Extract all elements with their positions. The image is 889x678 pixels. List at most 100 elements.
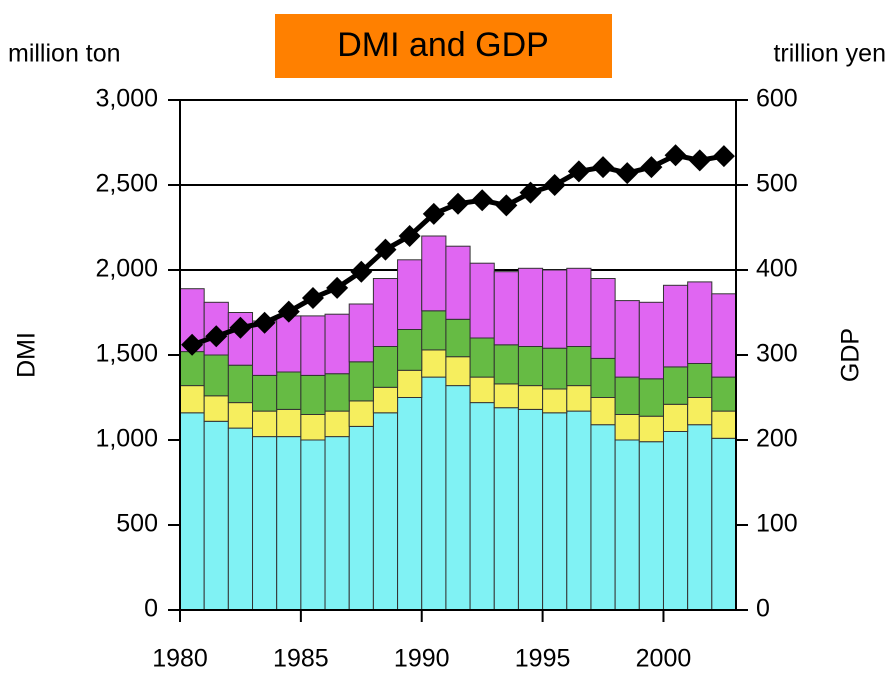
- y-tick-label: 3,000: [95, 85, 158, 113]
- bar-segment: [324, 410, 350, 438]
- y2-axis-label: GDP: [837, 328, 865, 382]
- gdp-marker: [664, 144, 687, 167]
- bar-segment: [711, 410, 737, 439]
- bar-segment: [300, 374, 326, 415]
- bar-segment: [300, 414, 326, 441]
- bar-segment: [324, 313, 350, 375]
- y2-tick-label: 400: [756, 255, 798, 283]
- bar-segment: [421, 310, 447, 351]
- bar-segment: [517, 385, 544, 410]
- bar-segment: [493, 407, 519, 611]
- bar-segment: [252, 436, 278, 611]
- bar-segment: [421, 349, 447, 378]
- bar-segment: [469, 376, 495, 404]
- bar-segment: [566, 267, 592, 347]
- bar-segment: [566, 410, 592, 611]
- bar-segment: [324, 436, 350, 611]
- bar-segment: [687, 363, 713, 398]
- bar-segment: [469, 402, 495, 611]
- bar-segment: [542, 347, 568, 390]
- y-tick-label: 2,500: [95, 170, 158, 198]
- y-tick-label: 1,500: [95, 340, 158, 368]
- y2-tick-label: 600: [756, 85, 798, 113]
- bar-segment: [590, 278, 616, 359]
- gdp-marker: [374, 238, 397, 261]
- bar-segment: [711, 293, 737, 378]
- bar-segment: [566, 385, 592, 412]
- bar-segment: [493, 271, 519, 346]
- gdp-marker: [181, 333, 204, 356]
- bar-segment: [276, 315, 302, 373]
- bar-segment: [687, 397, 713, 426]
- bar-segment: [638, 301, 664, 380]
- bar-segment: [590, 357, 616, 398]
- gdp-marker: [326, 276, 349, 299]
- bar-segment: [517, 267, 544, 347]
- y2-tick-label: 500: [756, 170, 798, 198]
- bar-segment: [203, 354, 229, 397]
- gdp-marker: [543, 174, 566, 196]
- bar-segment: [372, 346, 399, 388]
- bar-segment: [590, 397, 616, 426]
- bar-segment: [687, 424, 713, 611]
- y2-unit: trillion yen: [773, 40, 886, 68]
- bar-segment: [614, 439, 640, 611]
- bar-segment: [638, 441, 664, 611]
- bar-segment: [445, 385, 471, 611]
- bar-segment: [711, 376, 737, 412]
- bar-segment: [276, 408, 302, 438]
- bar-segment: [662, 431, 689, 611]
- gdp-marker: [640, 156, 663, 179]
- bar-segment: [469, 262, 495, 339]
- y2-tick-label: 200: [756, 425, 798, 453]
- bar-segment: [517, 346, 544, 387]
- bar-segment: [614, 414, 640, 441]
- bar-segment: [324, 373, 350, 412]
- bar-segment: [227, 427, 254, 611]
- bar-segment: [397, 329, 423, 371]
- gdp-marker: [712, 145, 735, 168]
- bar-segment: [711, 437, 737, 611]
- bar-segment: [372, 278, 399, 347]
- gdp-marker: [567, 160, 590, 183]
- bar-segment: [179, 412, 205, 611]
- chart-title: DMI and GDP: [337, 26, 549, 64]
- bar-segment: [638, 378, 664, 417]
- bar-segment: [179, 351, 205, 387]
- bar-segment: [662, 366, 689, 405]
- bar-segment: [203, 395, 229, 422]
- bar-segment: [179, 385, 205, 414]
- y2-tick-label: 100: [756, 510, 798, 538]
- bar-segment: [542, 388, 568, 414]
- y2-tick-label: 0: [756, 595, 770, 623]
- gdp-marker: [350, 260, 373, 283]
- bar-segment: [276, 371, 302, 410]
- bar-segment: [662, 403, 689, 432]
- gdp-marker: [519, 181, 542, 204]
- gdp-marker: [205, 325, 228, 348]
- y-unit: million ton: [8, 40, 121, 68]
- bar-segment: [662, 284, 689, 368]
- bar-segment: [348, 425, 374, 611]
- gdp-marker: [616, 162, 639, 185]
- gdp-marker: [398, 225, 421, 247]
- gdp-marker: [688, 149, 711, 172]
- gdp-marker: [229, 316, 252, 339]
- bar-segment: [469, 337, 495, 378]
- bar-segment: [687, 281, 713, 364]
- bar-segment: [227, 312, 254, 366]
- y-tick-label: 2,000: [95, 255, 158, 283]
- bar-segment: [372, 412, 399, 611]
- bar-segment: [445, 318, 471, 358]
- bar-segment: [590, 424, 616, 611]
- bar-segment: [227, 364, 254, 404]
- bar-segment: [300, 315, 326, 376]
- title-box: [275, 14, 612, 78]
- bar-segment: [397, 369, 423, 398]
- bar-segment: [542, 412, 568, 611]
- gdp-marker: [447, 192, 469, 215]
- y-tick-label: 500: [116, 510, 158, 538]
- gdp-marker: [495, 194, 518, 217]
- gdp-marker: [471, 189, 494, 212]
